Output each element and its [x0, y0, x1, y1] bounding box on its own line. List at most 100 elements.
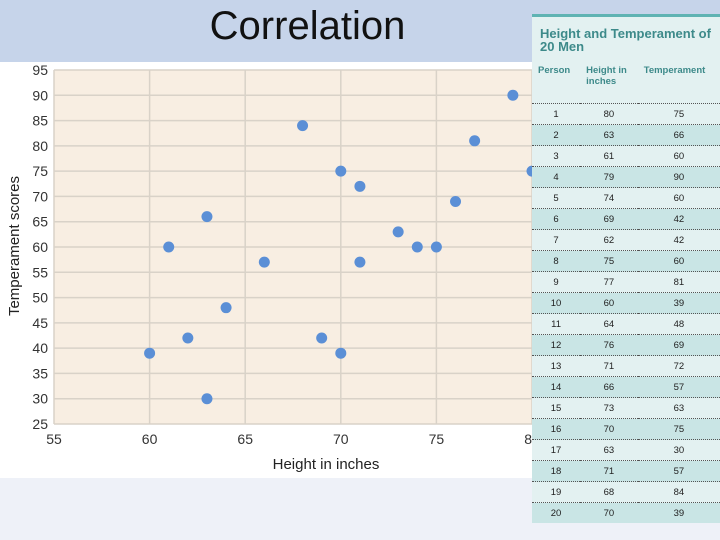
table-row: 6 69 42: [532, 208, 720, 230]
y-tick-label: 80: [32, 138, 48, 154]
cell-person: 2: [532, 124, 581, 146]
table-body: 1 80 75 2 63 66 3 61 60 4 79 90 5 74 60 6 69 42 7 62 42 8 75 60…: [532, 103, 720, 523]
x-tick-label: 75: [429, 431, 445, 447]
table-row: 7 62 42: [532, 229, 720, 251]
cell-height: 70: [580, 502, 638, 523]
cell-temperament: 42: [637, 208, 720, 230]
table-row: 13 71 72: [532, 355, 720, 377]
scatter-point: [201, 211, 213, 223]
scatter-point: [430, 241, 442, 253]
cell-person: 11: [532, 313, 581, 335]
cell-person: 13: [532, 355, 581, 377]
cell-person: 3: [532, 145, 581, 167]
cell-height: 76: [580, 334, 638, 356]
cell-person: 8: [532, 250, 581, 272]
data-table: Person Height in inches Temperament 1 80 7…: [532, 63, 720, 523]
y-axis-label: Temperament scores: [6, 176, 23, 316]
cell-person: 15: [532, 397, 581, 419]
cell-temperament: 72: [637, 355, 720, 377]
cell-temperament: 30: [637, 439, 720, 461]
x-tick-label: 80: [524, 431, 532, 447]
data-table-panel: Height and Temperament of 20 Men Person …: [532, 14, 720, 523]
table-title-line1: Height and Temperament of: [540, 26, 711, 41]
cell-person: 7: [532, 229, 581, 251]
x-tick-labels: 55 60 65 70 75 80: [46, 431, 532, 447]
cell-person: 12: [532, 334, 581, 356]
cell-height: 79: [580, 166, 638, 188]
header-person: Person: [538, 65, 571, 76]
x-tick-label: 55: [46, 431, 62, 447]
cell-person: 4: [532, 166, 581, 188]
y-tick-label: 70: [32, 188, 48, 204]
cell-person: 5: [532, 187, 581, 209]
scatter-point: [354, 256, 366, 268]
y-tick-label: 85: [32, 113, 48, 129]
cell-height: 70: [580, 418, 638, 440]
table-row: 10 60 39: [532, 292, 720, 314]
cell-height: 71: [580, 460, 638, 482]
cell-height: 64: [580, 313, 638, 335]
cell-height: 71: [580, 355, 638, 377]
cell-temperament: 42: [637, 229, 720, 251]
cell-height: 62: [580, 229, 638, 251]
y-tick-label: 40: [32, 340, 48, 356]
cell-person: 19: [532, 481, 581, 503]
y-tick-label: 60: [32, 239, 48, 255]
cell-height: 75: [580, 250, 638, 272]
cell-temperament: 60: [637, 187, 720, 209]
scatter-point: [392, 226, 404, 238]
table-row: 3 61 60: [532, 145, 720, 167]
header-height: Height in inches: [586, 65, 627, 87]
cell-temperament: 39: [637, 502, 720, 523]
header-temperament: Temperament: [643, 65, 706, 76]
table-row: 4 79 90: [532, 166, 720, 188]
cell-temperament: 75: [637, 418, 720, 440]
cell-height: 68: [580, 481, 638, 503]
cell-height: 61: [580, 145, 638, 167]
scatter-point: [469, 135, 481, 147]
scatter-point: [258, 256, 270, 268]
scatter-point: [526, 165, 532, 177]
cell-height: 74: [580, 187, 638, 209]
scatter-point: [450, 195, 462, 207]
y-tick-label: 65: [32, 214, 48, 230]
table-row: 9 77 81: [532, 271, 720, 293]
table-row: 2 63 66: [532, 124, 720, 146]
table-row: 18 71 57: [532, 460, 720, 482]
table-row: 16 70 75: [532, 418, 720, 440]
table-row: 17 63 30: [532, 439, 720, 461]
cell-temperament: 57: [637, 460, 720, 482]
y-tick-label: 45: [32, 315, 48, 331]
scatter-chart: 25 30 35 40 45 50 55 60 65 70 75 80 85 90 95 55 60 65 70 7…: [6, 62, 532, 473]
cell-person: 9: [532, 271, 581, 293]
scatter-point: [335, 347, 347, 359]
cell-temperament: 48: [637, 313, 720, 335]
table-row: 20 70 39: [532, 502, 720, 523]
cell-temperament: 63: [637, 397, 720, 419]
cell-temperament: 60: [637, 250, 720, 272]
table-title-line2: 20 Men: [540, 39, 585, 54]
cell-height: 73: [580, 397, 638, 419]
cell-person: 6: [532, 208, 581, 230]
cell-temperament: 66: [637, 124, 720, 146]
table-row: 15 73 63: [532, 397, 720, 419]
table-header-row: Person Height in inches Temperament: [532, 63, 720, 104]
y-tick-label: 75: [32, 163, 48, 179]
table-row: 5 74 60: [532, 187, 720, 209]
scatter-point: [144, 347, 156, 359]
y-tick-label: 50: [32, 290, 48, 306]
table-title: Height and Temperament of 20 Men: [540, 27, 716, 53]
slide-title: Correlation: [209, 4, 406, 48]
cell-person: 18: [532, 460, 581, 482]
cell-person: 1: [532, 103, 581, 125]
y-tick-label: 30: [32, 391, 48, 407]
table-row: 12 76 69: [532, 334, 720, 356]
cell-temperament: 75: [637, 103, 720, 125]
scatter-point: [297, 120, 309, 132]
x-tick-label: 65: [237, 431, 253, 447]
cell-temperament: 81: [637, 271, 720, 293]
scatter-point: [201, 393, 213, 405]
cell-height: 80: [580, 103, 638, 125]
y-tick-label: 25: [32, 416, 48, 432]
cell-temperament: 57: [637, 376, 720, 398]
